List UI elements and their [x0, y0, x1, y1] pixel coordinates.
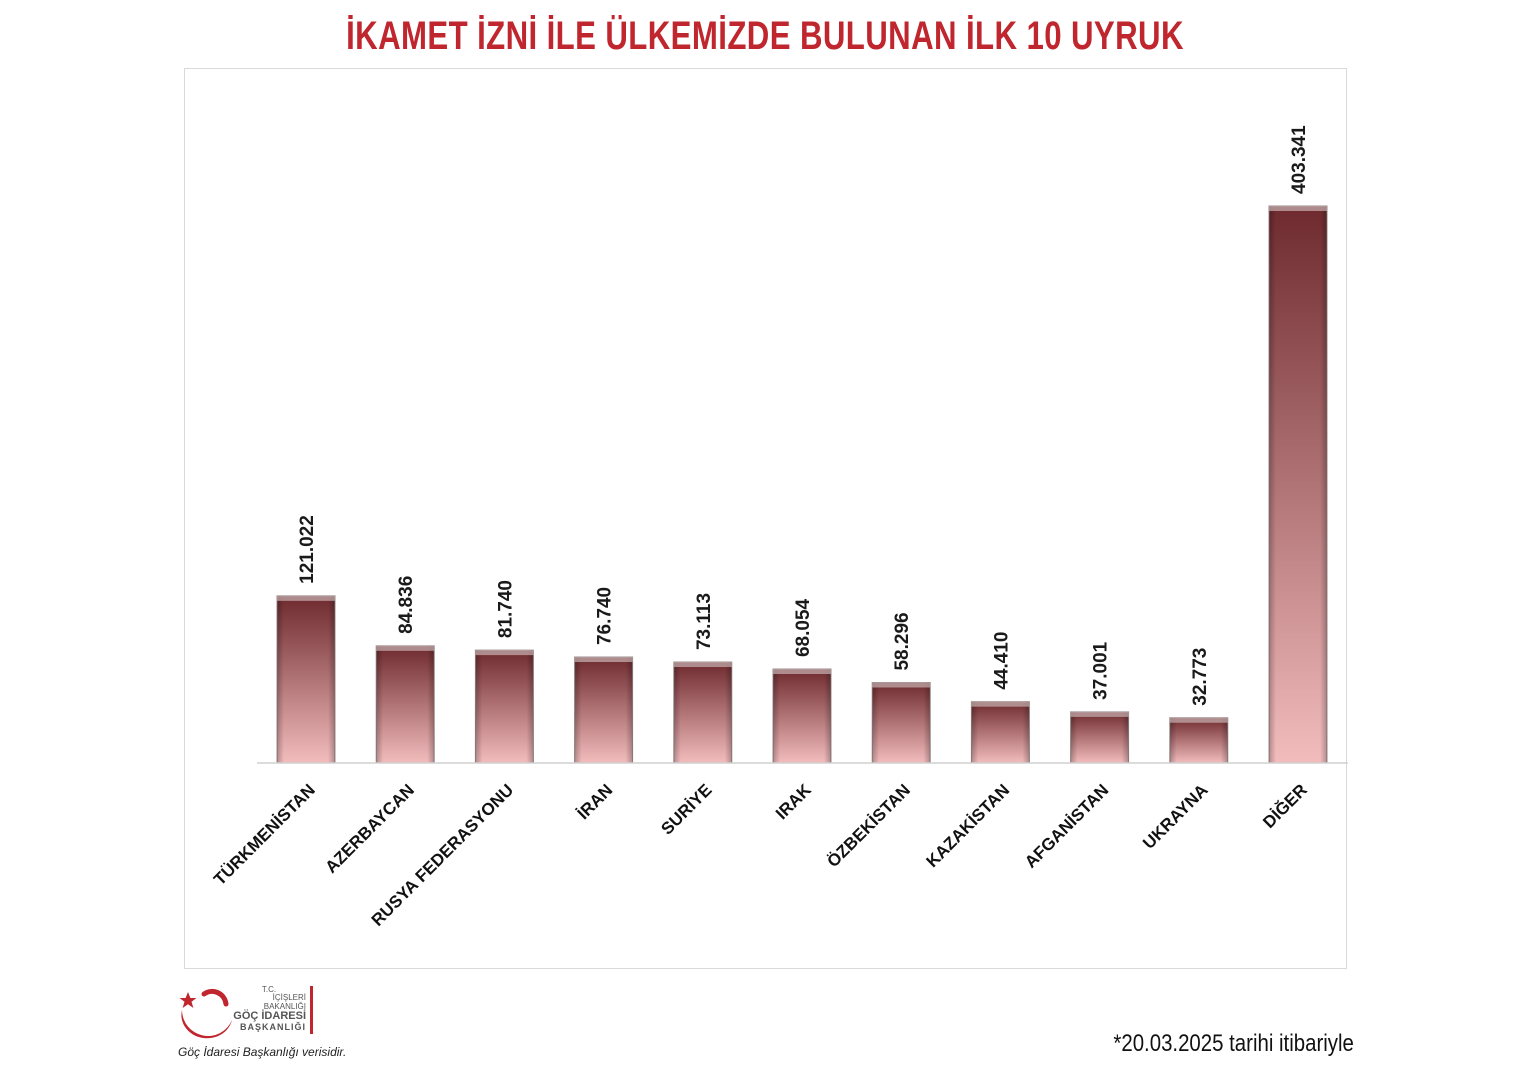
- logo-text: T.C. İÇİŞLERİ BAKANLIĞI GÖÇ İDARESİ BAŞK…: [232, 985, 306, 1032]
- bar-bevel: [277, 595, 335, 763]
- bar-bevel: [1269, 206, 1327, 763]
- bar: [574, 656, 634, 764]
- source-note: Göç İdaresi Başkanlığı verisidir.: [178, 1045, 347, 1059]
- bar: [1070, 711, 1130, 764]
- bar-cap: [1269, 206, 1327, 211]
- data-label: 76.740: [595, 587, 616, 645]
- tick-label: AZERBAYCAN: [322, 780, 418, 876]
- bar-chart: 121.022 TÜRKMENİSTAN 84.836 AZERBAYCAN 81.74…: [210, 125, 1348, 930]
- bar-bevel: [1169, 717, 1228, 763]
- tick-label: SURİYE: [657, 780, 715, 838]
- data-label: 68.054: [793, 598, 814, 657]
- bar: [772, 668, 832, 764]
- bar: [970, 701, 1030, 764]
- crescent-star-icon: [179, 988, 232, 1039]
- data-label: 32.773: [1190, 648, 1211, 706]
- bar: [1268, 205, 1328, 764]
- data-label: 44.410: [991, 632, 1012, 690]
- tick-label: AFGANİSTAN: [1021, 780, 1112, 871]
- data-label: 121.022: [297, 515, 318, 584]
- data-label: 58.296: [892, 612, 913, 670]
- bar: [474, 649, 534, 764]
- data-label: 81.740: [495, 580, 516, 638]
- data-label: 84.836: [396, 576, 417, 634]
- data-label: 403.341: [1289, 125, 1310, 194]
- tick-label: IRAK: [772, 780, 815, 823]
- bar: [673, 661, 733, 764]
- page-title: İKAMET İZNİ İLE ÜLKEMİZDE BULUNAN İLK 10…: [346, 14, 1184, 58]
- bar-bevel: [376, 645, 435, 763]
- bar-bevel: [872, 682, 931, 763]
- bar-cap: [971, 701, 1030, 707]
- bar: [276, 595, 336, 764]
- logo-line-agency: GÖÇ İDARESİ: [233, 1010, 306, 1023]
- bar-cap: [773, 669, 831, 675]
- bar-bevel: [574, 657, 633, 763]
- bar-bevel: [475, 650, 534, 763]
- bar-bevel: [673, 662, 732, 763]
- logo-divider: [310, 986, 313, 1034]
- data-label: 73.113: [694, 593, 715, 650]
- tick-label: TÜRKMENİSTAN: [210, 780, 319, 889]
- bar: [1169, 717, 1229, 764]
- date-note: *20.03.2025 tarihi itibariyle: [1113, 1030, 1354, 1057]
- bar-cap: [673, 662, 732, 668]
- tick-label: KAZAKİSTAN: [923, 780, 1014, 871]
- bar-cap: [574, 657, 633, 663]
- logo-line-presidency: BAŞKANLIĞI: [240, 1021, 306, 1032]
- bar-bevel: [971, 701, 1030, 763]
- bar-cap: [1169, 717, 1228, 723]
- logo: [176, 984, 326, 1044]
- bar: [375, 645, 435, 764]
- bar-cap: [277, 595, 335, 601]
- bar: [871, 681, 931, 764]
- bar-cap: [1070, 711, 1129, 717]
- bar-bevel: [1070, 711, 1129, 763]
- logo-line-tc: T.C.: [261, 985, 277, 994]
- data-label: 37.001: [1091, 641, 1112, 700]
- tick-label: UKRAYNA: [1139, 780, 1211, 852]
- tick-label: İRAN: [574, 780, 617, 823]
- logo-line-ministry: İÇİŞLERİ BAKANLIĞI: [263, 993, 306, 1011]
- bar-cap: [376, 645, 435, 651]
- bar-cap: [872, 682, 931, 688]
- tick-label: DİĞER: [1259, 780, 1311, 832]
- bar-cap: [475, 650, 534, 656]
- chart-frame: 121.022 TÜRKMENİSTAN 84.836 AZERBAYCAN 81.74…: [184, 68, 1348, 969]
- bar-bevel: [773, 669, 831, 763]
- tick-label: ÖZBEKİSTAN: [823, 780, 914, 871]
